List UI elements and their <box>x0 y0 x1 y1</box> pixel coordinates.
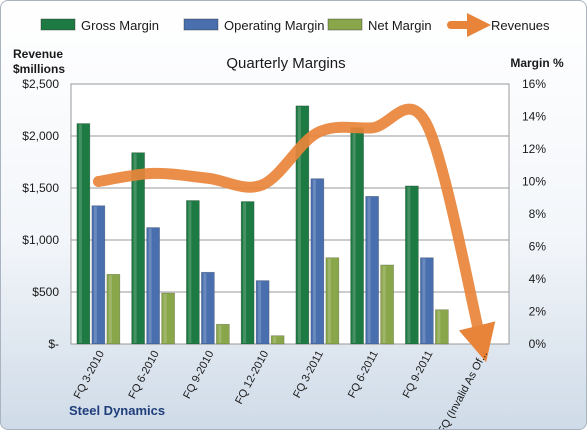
category-label: FQ 9-2010 <box>181 349 216 401</box>
legend-swatch-operating-margin <box>183 18 219 31</box>
bar-gross-margin <box>405 185 419 345</box>
bar-highlight <box>78 124 82 344</box>
y-axis-left-label-line2: $millions <box>13 62 65 76</box>
bar-gross-margin <box>131 152 145 345</box>
bar-gross-margin <box>240 201 255 345</box>
category-label: FQ 6-2010 <box>126 349 161 401</box>
bar-net-margin <box>270 335 285 345</box>
series-net-margin <box>106 257 449 345</box>
series-operating-margin <box>91 178 434 345</box>
legend: Gross Margin Operating Margin Net Margin Re… <box>40 13 550 37</box>
bar-gross-margin <box>295 105 310 345</box>
bar-highlight <box>148 228 152 343</box>
legend-swatch-gross-margin <box>40 18 76 31</box>
y-left-tick-label: $- <box>48 337 59 351</box>
bar-highlight <box>382 265 386 343</box>
legend-label-net-margin: Net Margin <box>368 18 432 33</box>
bar-operating-margin <box>310 178 325 345</box>
bar-highlight <box>93 206 97 343</box>
series-revenues-line <box>92 103 496 363</box>
bar-highlight <box>133 153 137 343</box>
bar-highlight <box>188 201 192 343</box>
bar-highlight <box>327 258 331 343</box>
bar-highlight <box>367 197 371 343</box>
y-right-tick-label: 14% <box>522 110 546 124</box>
bar-highlight <box>352 128 356 343</box>
bar-operating-margin <box>365 196 379 345</box>
y-axis-right-label: Margin % <box>510 56 564 70</box>
category-label: FQ 9-2011 <box>401 349 436 400</box>
bar-highlight <box>203 273 207 343</box>
category-label: FQ 6-2011 <box>346 349 381 400</box>
bar-highlight <box>422 258 426 343</box>
y-right-tick-label: 2% <box>529 305 547 319</box>
bar-highlight <box>243 202 247 343</box>
y-axis-right-ticks: 0% 2% 4% 6% 8% 10% 12% 14% 16% <box>522 77 546 351</box>
bar-net-margin <box>435 309 449 345</box>
bar-gross-margin <box>350 127 364 345</box>
bar-operating-margin <box>255 280 270 345</box>
bar-net-margin <box>216 323 230 345</box>
bar-operating-margin <box>201 271 215 345</box>
legend-item-operating-margin: Operating Margin <box>183 18 324 33</box>
bar-gross-margin <box>76 123 91 345</box>
bar-net-margin <box>325 257 340 345</box>
y-left-tick-label: $1,000 <box>22 233 59 247</box>
y-left-tick-label: $500 <box>32 285 59 299</box>
bar-highlight <box>273 336 277 343</box>
bar-highlight <box>312 179 316 343</box>
legend-item-net-margin: Net Margin <box>327 18 432 33</box>
bar-operating-margin <box>420 257 434 345</box>
legend-item-revenues: Revenues <box>447 13 550 37</box>
y-right-tick-label: 6% <box>529 240 547 254</box>
category-label: FQ 3-2011 <box>291 349 326 400</box>
bar-gross-margin <box>186 200 200 345</box>
bars <box>76 105 449 345</box>
bar-operating-margin <box>146 227 160 345</box>
bar-net-margin <box>380 264 394 345</box>
y-left-tick-label: $2,500 <box>22 77 59 91</box>
chart-title: Quarterly Margins <box>226 55 345 72</box>
legend-label-revenues: Revenues <box>491 18 550 33</box>
y-right-tick-label: 4% <box>529 272 547 286</box>
y-left-tick-label: $2,000 <box>22 129 59 143</box>
y-axis-left-label-line1: Revenue <box>13 47 63 61</box>
category-label: FQ 12-2010 <box>233 349 271 406</box>
category-label: FQ 3-2010 <box>72 349 107 401</box>
legend-label-gross-margin: Gross Margin <box>81 18 159 33</box>
bar-highlight <box>258 281 262 343</box>
legend-item-gross-margin: Gross Margin <box>40 18 159 33</box>
bar-net-margin <box>106 274 121 345</box>
y-right-tick-label: 8% <box>529 207 547 221</box>
legend-label-operating-margin: Operating Margin <box>224 18 324 33</box>
company-name: Steel Dynamics <box>69 403 165 418</box>
bar-net-margin <box>161 292 175 345</box>
bar-highlight <box>218 325 222 343</box>
revenues-line <box>92 103 496 363</box>
y-right-tick-label: 16% <box>522 77 546 91</box>
bar-highlight <box>297 106 301 343</box>
y-right-tick-label: 12% <box>522 142 546 156</box>
series-gross-margin <box>76 105 419 345</box>
category-label: FQ (Invalid As Of... <box>436 349 490 430</box>
bar-operating-margin <box>91 205 106 345</box>
bar-highlight <box>407 186 411 343</box>
bar-highlight <box>108 275 112 343</box>
bar-highlight <box>163 294 167 343</box>
y-right-tick-label: 0% <box>529 337 547 351</box>
y-right-tick-label: 10% <box>522 175 546 189</box>
legend-swatch-net-margin <box>327 18 363 31</box>
y-left-tick-label: $1,500 <box>22 181 59 195</box>
bar-highlight <box>437 310 441 343</box>
y-axis-left-ticks: $- $500 $1,000 $1,500 $2,000 $2,500 <box>22 77 59 351</box>
